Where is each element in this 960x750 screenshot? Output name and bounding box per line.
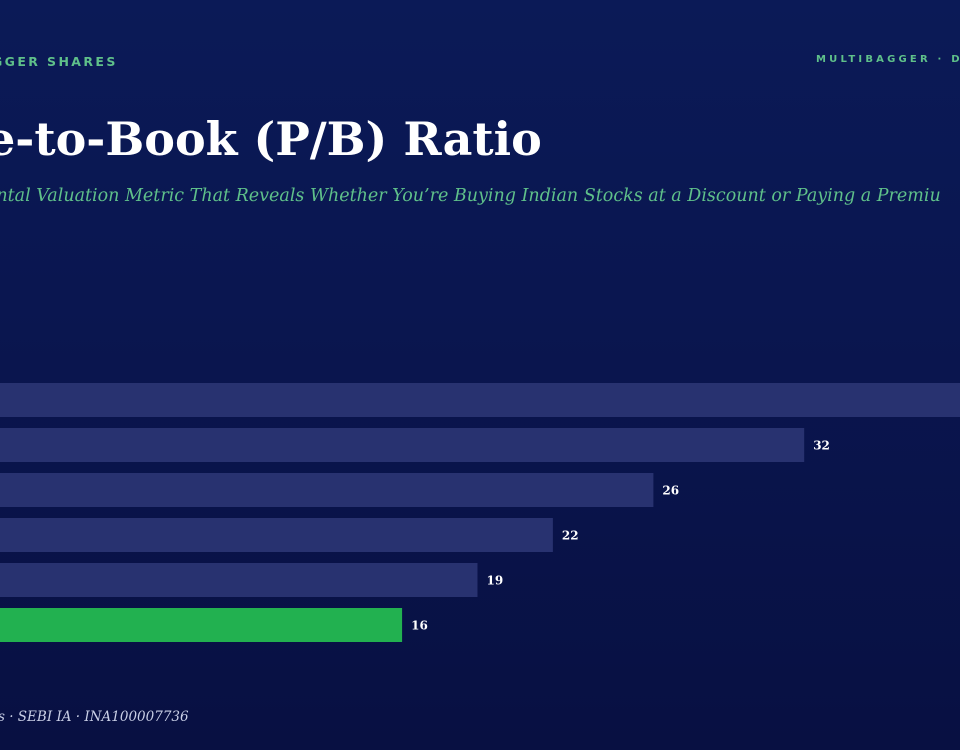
bar-3 [0,518,553,552]
bar-value-label-1: 32 [813,439,830,453]
bar-value-label-2: 26 [662,484,679,498]
bar-chart: 32 26 22 19 16 [0,383,960,642]
bar-0 [0,383,960,417]
page-title: e-to-Book (P/B) Ratio [0,112,542,166]
brand-name: GGER SHARES [0,54,118,69]
bar-4 [0,563,478,597]
footer-disclaimer: es · SEBI IA · INA100007736 [0,709,189,725]
bar-2 [0,473,654,507]
brand-tagline: MULTIBAGGER · D [816,54,960,65]
bar-5 [0,608,403,642]
bar-value-label-5: 16 [411,619,428,633]
bar-1 [0,428,805,462]
page-subtitle: ental Valuation Metric That Reveals Whet… [0,186,941,206]
bar-value-label-3: 22 [562,529,579,543]
bar-value-label-4: 19 [486,574,503,588]
